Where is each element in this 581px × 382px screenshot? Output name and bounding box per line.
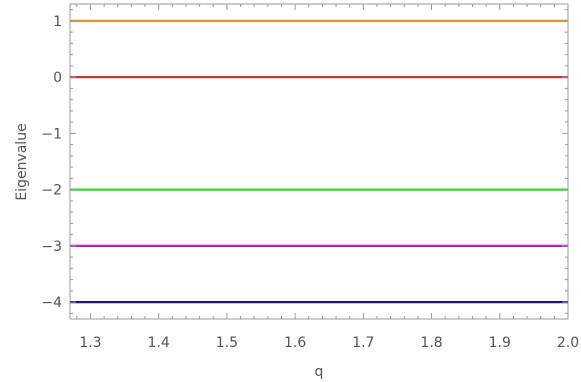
y-axis-ticks: 1 0 −1 −2 −3 −4 (41, 9, 568, 314)
y-tick-label: −4 (41, 295, 62, 311)
y-tick-label: −3 (41, 239, 62, 255)
y-tick-label: −1 (41, 126, 62, 142)
x-tick-label: 2.0 (557, 335, 579, 351)
x-axis-label: q (315, 364, 324, 380)
y-tick-label: −2 (41, 183, 62, 199)
series-layer (70, 19, 568, 304)
plot-frame (69, 3, 569, 320)
x-tick-label: 1.3 (79, 335, 101, 351)
x-tick-label: 1.9 (489, 335, 511, 351)
x-tick-label: 1.4 (148, 335, 170, 351)
x-tick-label: 1.5 (216, 335, 238, 351)
y-tick-label: 0 (53, 70, 62, 86)
x-tick-label: 1.7 (352, 335, 374, 351)
x-tick-label: 1.8 (420, 335, 442, 351)
x-tick-label: 1.6 (284, 335, 306, 351)
x-axis-ticks: 1.3 1.4 1.5 1.6 1.7 1.8 1.9 2.0 (76, 4, 579, 351)
y-axis-label: Eigenvalue (14, 123, 30, 200)
y-tick-label: 1 (53, 14, 62, 30)
